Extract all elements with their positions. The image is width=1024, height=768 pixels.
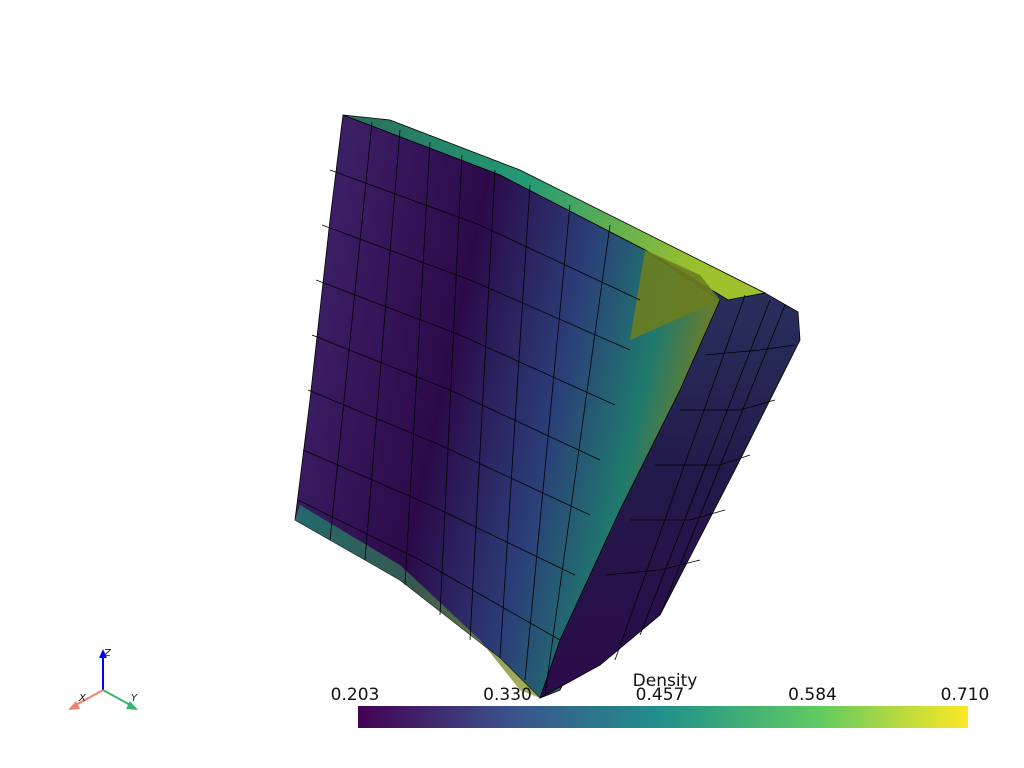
scalar-bar-tick-label: 0.584 — [788, 685, 837, 705]
grid-line — [329, 121, 373, 541]
grid-line — [630, 509, 726, 521]
side-face — [539, 249, 801, 699]
grid-line — [704, 344, 796, 356]
grid-line — [544, 224, 611, 696]
y-label: Y — [131, 693, 138, 704]
y-axis — [102, 689, 133, 707]
color-bar — [358, 706, 968, 728]
grid-line — [307, 389, 591, 516]
scalar-bar-title: Density — [633, 671, 698, 691]
bottom-strip — [295, 505, 540, 698]
grid-line — [659, 304, 786, 616]
grid-line — [524, 204, 571, 681]
scalar-bar-tick-label: 0.457 — [636, 685, 685, 705]
grid-line — [329, 169, 641, 301]
grid-line — [614, 294, 746, 661]
grid-line — [604, 559, 701, 576]
grid-line — [315, 279, 616, 406]
grid-line — [404, 141, 431, 586]
scalar-bar: Density 0.203 0.330 0.457 0.584 0.710 — [331, 671, 990, 728]
grid-line — [302, 449, 576, 576]
mesh — [294, 114, 801, 699]
y-arrow — [126, 701, 138, 710]
z-label: Z — [103, 648, 112, 659]
scalar-bar-tick-label: 0.203 — [331, 685, 380, 705]
grid-line — [311, 334, 601, 461]
scalar-bar-tick-label: 0.330 — [483, 685, 532, 705]
grid-line — [321, 224, 631, 351]
grid-line — [680, 399, 776, 411]
grid-line — [639, 299, 771, 636]
highlight — [630, 250, 720, 340]
grid-line — [469, 169, 496, 641]
grid-line — [499, 184, 531, 659]
z-arrow — [99, 649, 107, 658]
grid-line — [297, 499, 561, 641]
grid-line — [364, 129, 401, 561]
grid-line — [655, 454, 751, 466]
axes-widget: Z X Y — [68, 648, 138, 710]
x-label: X — [78, 693, 87, 704]
scalar-bar-tick-label: 0.710 — [941, 685, 990, 705]
x-arrow — [68, 701, 80, 710]
grid-line — [439, 154, 463, 616]
x-axis — [73, 689, 104, 707]
